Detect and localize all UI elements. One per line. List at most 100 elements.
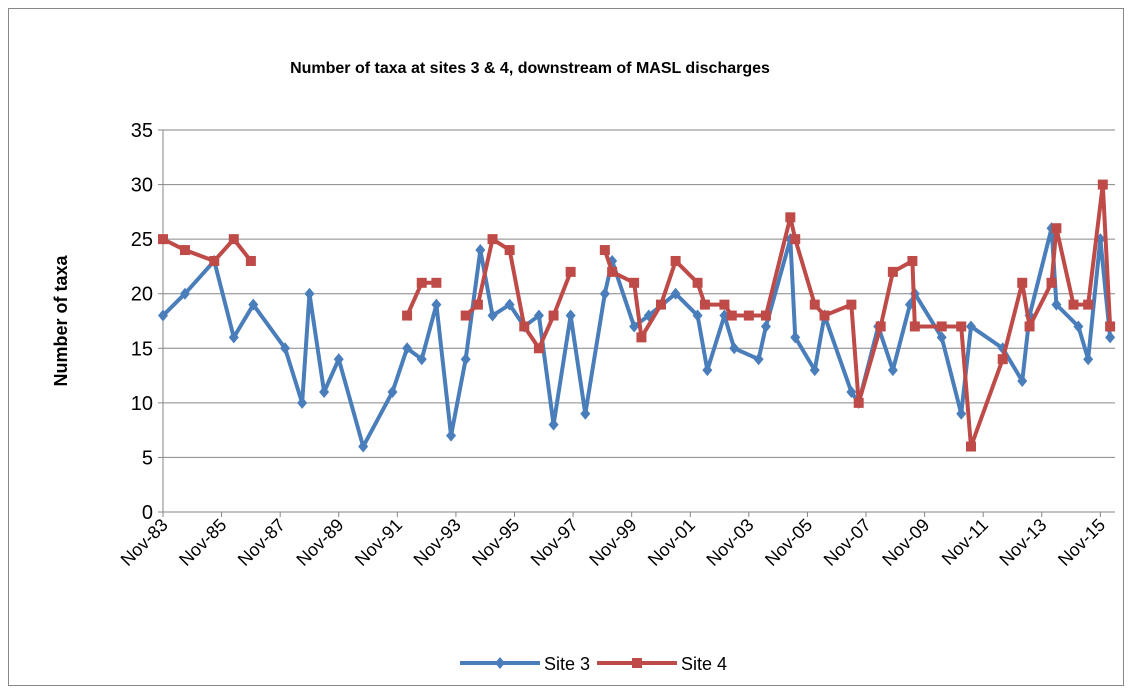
data-point bbox=[887, 364, 898, 377]
data-point bbox=[1051, 223, 1062, 234]
data-point bbox=[565, 309, 576, 322]
data-point bbox=[599, 287, 610, 300]
data-point bbox=[333, 353, 344, 366]
data-point bbox=[729, 342, 740, 355]
data-point bbox=[209, 255, 220, 266]
data-point bbox=[580, 407, 591, 420]
data-point bbox=[472, 299, 483, 310]
data-point bbox=[719, 299, 730, 310]
data-point bbox=[319, 385, 330, 398]
data-point bbox=[1051, 298, 1062, 311]
data-point bbox=[965, 320, 976, 333]
data-point bbox=[358, 440, 369, 453]
data-point bbox=[158, 234, 168, 245]
data-point bbox=[809, 364, 820, 377]
data-point bbox=[533, 309, 544, 322]
y-tick-label: 20 bbox=[131, 284, 153, 306]
data-point bbox=[402, 310, 413, 321]
data-point bbox=[416, 353, 427, 366]
data-point bbox=[607, 266, 618, 277]
data-point bbox=[402, 342, 413, 355]
data-point bbox=[416, 277, 427, 288]
data-point bbox=[565, 266, 576, 277]
data-point bbox=[280, 342, 291, 355]
legend-marker bbox=[632, 658, 642, 668]
legend-label: Site 4 bbox=[681, 654, 727, 674]
data-point bbox=[304, 287, 315, 300]
y-tick-label: 25 bbox=[131, 229, 153, 251]
data-point bbox=[504, 298, 515, 311]
data-point bbox=[909, 321, 920, 332]
data-point bbox=[487, 234, 498, 245]
y-tick-label: 10 bbox=[131, 393, 153, 415]
data-point bbox=[819, 310, 830, 321]
legend-label: Site 3 bbox=[544, 654, 590, 674]
data-point bbox=[692, 309, 703, 322]
data-point bbox=[760, 320, 771, 333]
data-point bbox=[887, 266, 898, 277]
data-point bbox=[548, 418, 559, 431]
data-point bbox=[846, 299, 857, 310]
data-point bbox=[629, 320, 640, 333]
data-point bbox=[519, 321, 530, 332]
data-point bbox=[1073, 320, 1084, 333]
data-point bbox=[907, 255, 918, 266]
data-point bbox=[158, 309, 168, 322]
data-point bbox=[875, 321, 886, 332]
data-point bbox=[790, 234, 801, 245]
data-point bbox=[1017, 375, 1028, 388]
y-tick-label: 35 bbox=[131, 120, 153, 142]
data-point bbox=[431, 277, 442, 288]
data-point bbox=[726, 310, 737, 321]
data-point bbox=[790, 331, 801, 344]
data-point bbox=[460, 353, 471, 366]
data-point bbox=[743, 310, 754, 321]
data-point bbox=[228, 331, 239, 344]
data-point bbox=[548, 310, 559, 321]
chart-title: Number of taxa at sites 3 & 4, downstrea… bbox=[290, 60, 770, 77]
y-tick-label: 30 bbox=[131, 175, 153, 197]
data-point bbox=[670, 287, 681, 300]
data-point bbox=[785, 212, 796, 223]
data-point bbox=[475, 244, 486, 257]
data-point bbox=[446, 429, 457, 442]
data-point bbox=[460, 310, 471, 321]
data-point bbox=[956, 407, 967, 420]
data-point bbox=[936, 331, 947, 344]
data-point bbox=[1097, 179, 1108, 190]
legend-marker bbox=[495, 657, 505, 669]
data-point bbox=[853, 397, 864, 408]
data-point bbox=[936, 321, 947, 332]
data-point bbox=[1083, 353, 1094, 366]
data-point bbox=[670, 255, 681, 266]
data-point bbox=[956, 321, 967, 332]
data-point bbox=[692, 277, 703, 288]
data-point bbox=[245, 255, 256, 266]
data-point bbox=[1105, 321, 1116, 332]
data-point bbox=[487, 309, 498, 322]
data-point bbox=[753, 353, 764, 366]
data-point bbox=[248, 298, 259, 311]
data-point bbox=[179, 245, 190, 256]
data-point bbox=[431, 298, 442, 311]
data-point bbox=[760, 310, 771, 321]
data-point bbox=[504, 245, 515, 256]
data-point bbox=[1105, 331, 1116, 344]
y-tick-label: 5 bbox=[142, 447, 153, 469]
data-point bbox=[1046, 277, 1057, 288]
data-point bbox=[297, 396, 308, 409]
data-point bbox=[699, 299, 710, 310]
data-point bbox=[228, 234, 239, 245]
data-point bbox=[1083, 299, 1094, 310]
data-point bbox=[1017, 277, 1028, 288]
data-point bbox=[599, 245, 610, 256]
data-point bbox=[179, 287, 190, 300]
data-point bbox=[629, 277, 640, 288]
data-point bbox=[1024, 321, 1035, 332]
data-point bbox=[702, 364, 713, 377]
data-point bbox=[533, 343, 544, 354]
data-point bbox=[997, 354, 1008, 365]
data-point bbox=[655, 299, 666, 310]
data-point bbox=[636, 332, 647, 343]
